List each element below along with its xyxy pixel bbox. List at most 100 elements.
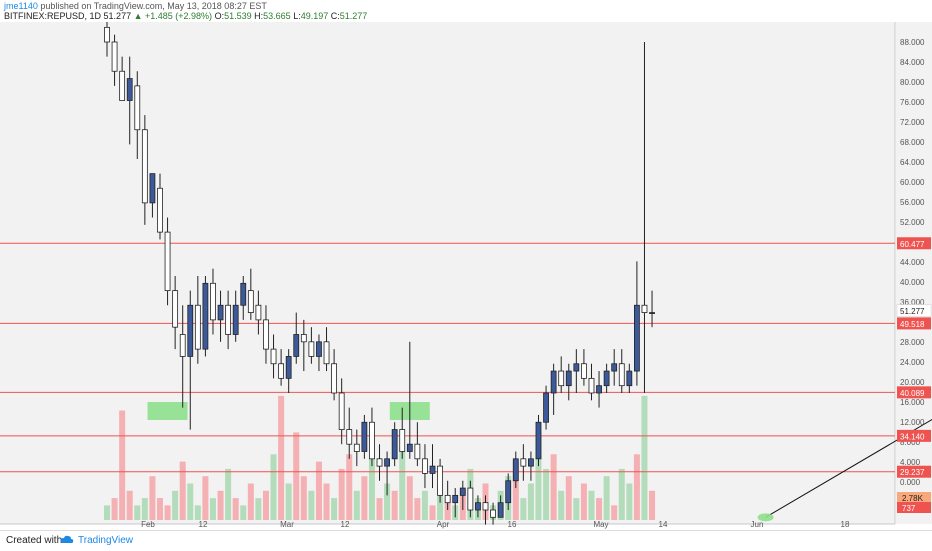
candle-down — [588, 377, 595, 394]
volume-bar — [247, 483, 254, 520]
candle-up — [217, 304, 224, 321]
volume-bar — [512, 461, 519, 520]
volume-bar — [270, 454, 277, 520]
volume-bar — [262, 490, 269, 520]
level-label-bg — [897, 465, 931, 478]
author-link[interactable]: jme1140 — [4, 1, 38, 11]
candle-down — [134, 85, 141, 131]
candle-up — [573, 363, 580, 372]
price-tick: 68.000 — [900, 138, 925, 147]
volume-bar — [565, 476, 572, 520]
candle-up — [316, 341, 322, 357]
price-tick: 0.000 — [900, 478, 921, 487]
volume-bar — [406, 476, 413, 520]
volume-bar — [323, 483, 330, 520]
volume-bar — [111, 498, 118, 520]
candle-down — [467, 487, 474, 511]
candle-down — [376, 458, 383, 467]
price-tick: 56.000 — [900, 198, 925, 207]
publish-info: published on TradingView.com, May 13, 20… — [37, 1, 267, 11]
candle-up — [202, 282, 209, 350]
price-tick: 36.000 — [900, 298, 925, 307]
time-axis-labels: Feb 12 Mar 12 Apr 16 May 14 Jun 18 — [141, 520, 850, 529]
volume-bar — [126, 490, 133, 520]
volume-spike-box — [147, 402, 188, 420]
candle-up — [649, 312, 655, 314]
candle-down — [308, 341, 315, 357]
highlight-circle — [757, 513, 774, 522]
volume-bar — [580, 483, 587, 520]
time-tick: Jun — [751, 520, 764, 529]
level-label: 49.518 — [900, 320, 925, 329]
volume-bar — [611, 505, 618, 520]
candle-down — [164, 231, 171, 292]
volume-bar — [603, 476, 610, 520]
level-label-bg — [897, 429, 931, 442]
price-chart[interactable]: 88.000 84.000 80.000 76.000 72.000 68.000 64.0… — [0, 22, 932, 530]
publish-line: jme1140 published on TradingView.com, Ma… — [4, 1, 267, 11]
trendline — [765, 419, 932, 518]
price-tick: 16.000 — [900, 398, 925, 407]
volume-bar — [649, 490, 656, 520]
volume-bar — [588, 490, 595, 520]
volume-bar — [187, 483, 194, 520]
volume-bar — [172, 490, 179, 520]
volume-bar — [217, 490, 224, 520]
candle-up — [361, 421, 368, 452]
candle-up — [391, 429, 398, 460]
tradingview-cloud-icon — [60, 535, 74, 543]
price-tick: 88.000 — [900, 38, 925, 47]
time-tick: Mar — [280, 520, 294, 529]
candle-down — [618, 363, 625, 387]
candle-down — [247, 290, 254, 313]
close-label: C: — [330, 11, 340, 21]
volume-bar — [240, 505, 247, 520]
volume-bar — [633, 454, 640, 520]
candle-down — [141, 129, 148, 204]
candle-down — [104, 26, 110, 43]
open-label: O: — [214, 11, 225, 21]
volume-bar — [429, 505, 436, 520]
price-tick: 20.000 — [900, 378, 925, 387]
plot-area[interactable] — [0, 22, 895, 524]
candle-up — [497, 502, 504, 518]
candle-down — [581, 363, 587, 379]
volume-bar — [232, 498, 239, 520]
volume-bar — [331, 498, 338, 520]
volume-bar — [596, 498, 603, 520]
volume-bar — [179, 461, 186, 520]
candle-down — [338, 392, 345, 430]
candle-down — [346, 429, 353, 445]
candles-layer — [104, 22, 655, 525]
high-value: 53.665 — [263, 11, 291, 21]
volume-bar — [543, 468, 550, 520]
candle-up — [384, 458, 390, 467]
volume-bar — [315, 461, 322, 520]
horizontal-levels — [0, 242, 895, 473]
candle-down — [422, 458, 428, 474]
candle-up — [512, 458, 519, 482]
candle-down — [490, 509, 496, 518]
level-label: 34.140 — [900, 432, 925, 441]
candle-up — [626, 370, 633, 387]
volume-bar — [194, 505, 201, 520]
level-label-bg — [897, 317, 931, 330]
candle-down — [437, 465, 443, 496]
volume-bar — [527, 483, 534, 520]
volume-bar — [346, 454, 353, 520]
price-tick: 76.000 — [900, 98, 925, 107]
price-tick: 40.000 — [900, 278, 925, 287]
time-tick: 16 — [508, 520, 517, 529]
candle-up — [429, 465, 436, 474]
last-price-label: 51.277 — [900, 307, 925, 316]
volume-label: 2.78K — [902, 494, 924, 503]
tradingview-brand[interactable]: TradingView — [78, 535, 134, 546]
volume-bar — [202, 476, 209, 520]
candle-down — [278, 363, 285, 379]
open-value: 51.539 — [224, 11, 252, 21]
created-with-label: Created with — [6, 535, 63, 546]
candle-up — [596, 385, 602, 394]
candle-up — [505, 480, 512, 504]
candle-down — [225, 304, 232, 335]
low-label: L: — [293, 11, 301, 21]
